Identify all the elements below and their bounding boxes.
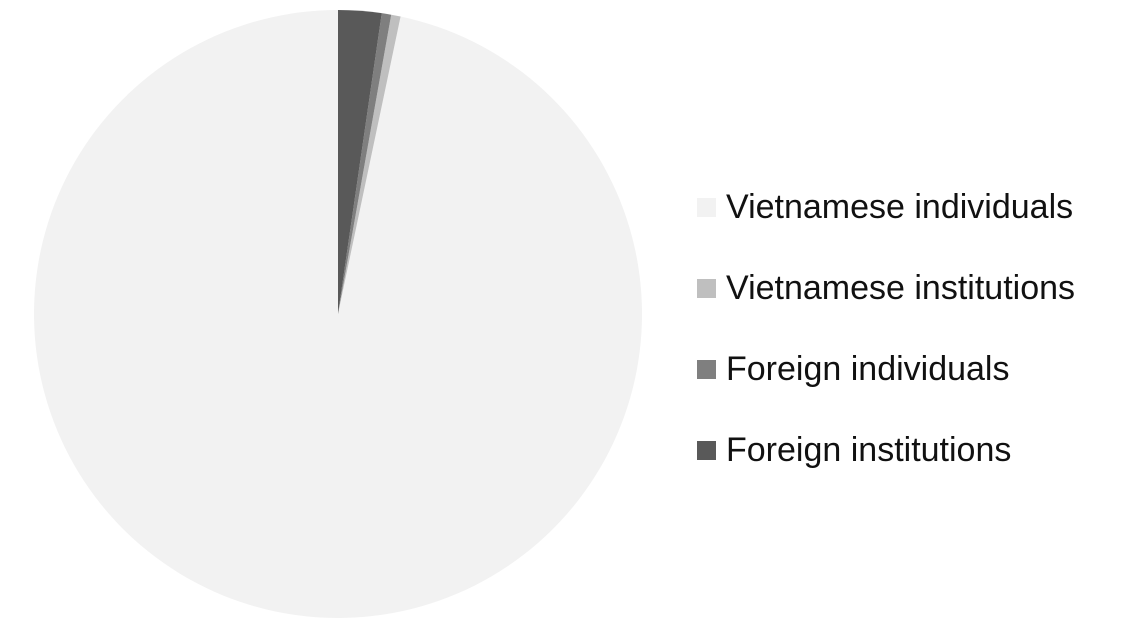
legend-swatch (697, 279, 716, 298)
legend-swatch (697, 360, 716, 379)
legend-label: Vietnamese individuals (726, 187, 1074, 226)
legend-label: Foreign individuals (726, 349, 1010, 388)
legend-item-foreign-individuals: Foreign individuals (697, 328, 1127, 409)
legend-item-vietnamese-institutions: Vietnamese institutions (697, 247, 1127, 328)
pie-slice-vietnamese-institutions (338, 14, 401, 314)
legend-label: Foreign institutions (726, 430, 1012, 469)
legend-swatch (697, 441, 716, 460)
legend-label: Vietnamese institutions (726, 268, 1076, 307)
legend-item-foreign-institutions: Foreign institutions (697, 409, 1127, 490)
legend: Vietnamese individuals Vietnamese instit… (697, 166, 1127, 490)
pie-slice-vietnamese-individuals (34, 10, 643, 618)
legend-swatch (697, 198, 716, 217)
pie-slice-foreign-institutions (338, 10, 382, 314)
pie-slice-foreign-individuals (338, 13, 392, 314)
pie-slices (34, 10, 643, 618)
legend-item-vietnamese-individuals: Vietnamese individuals (697, 166, 1127, 247)
